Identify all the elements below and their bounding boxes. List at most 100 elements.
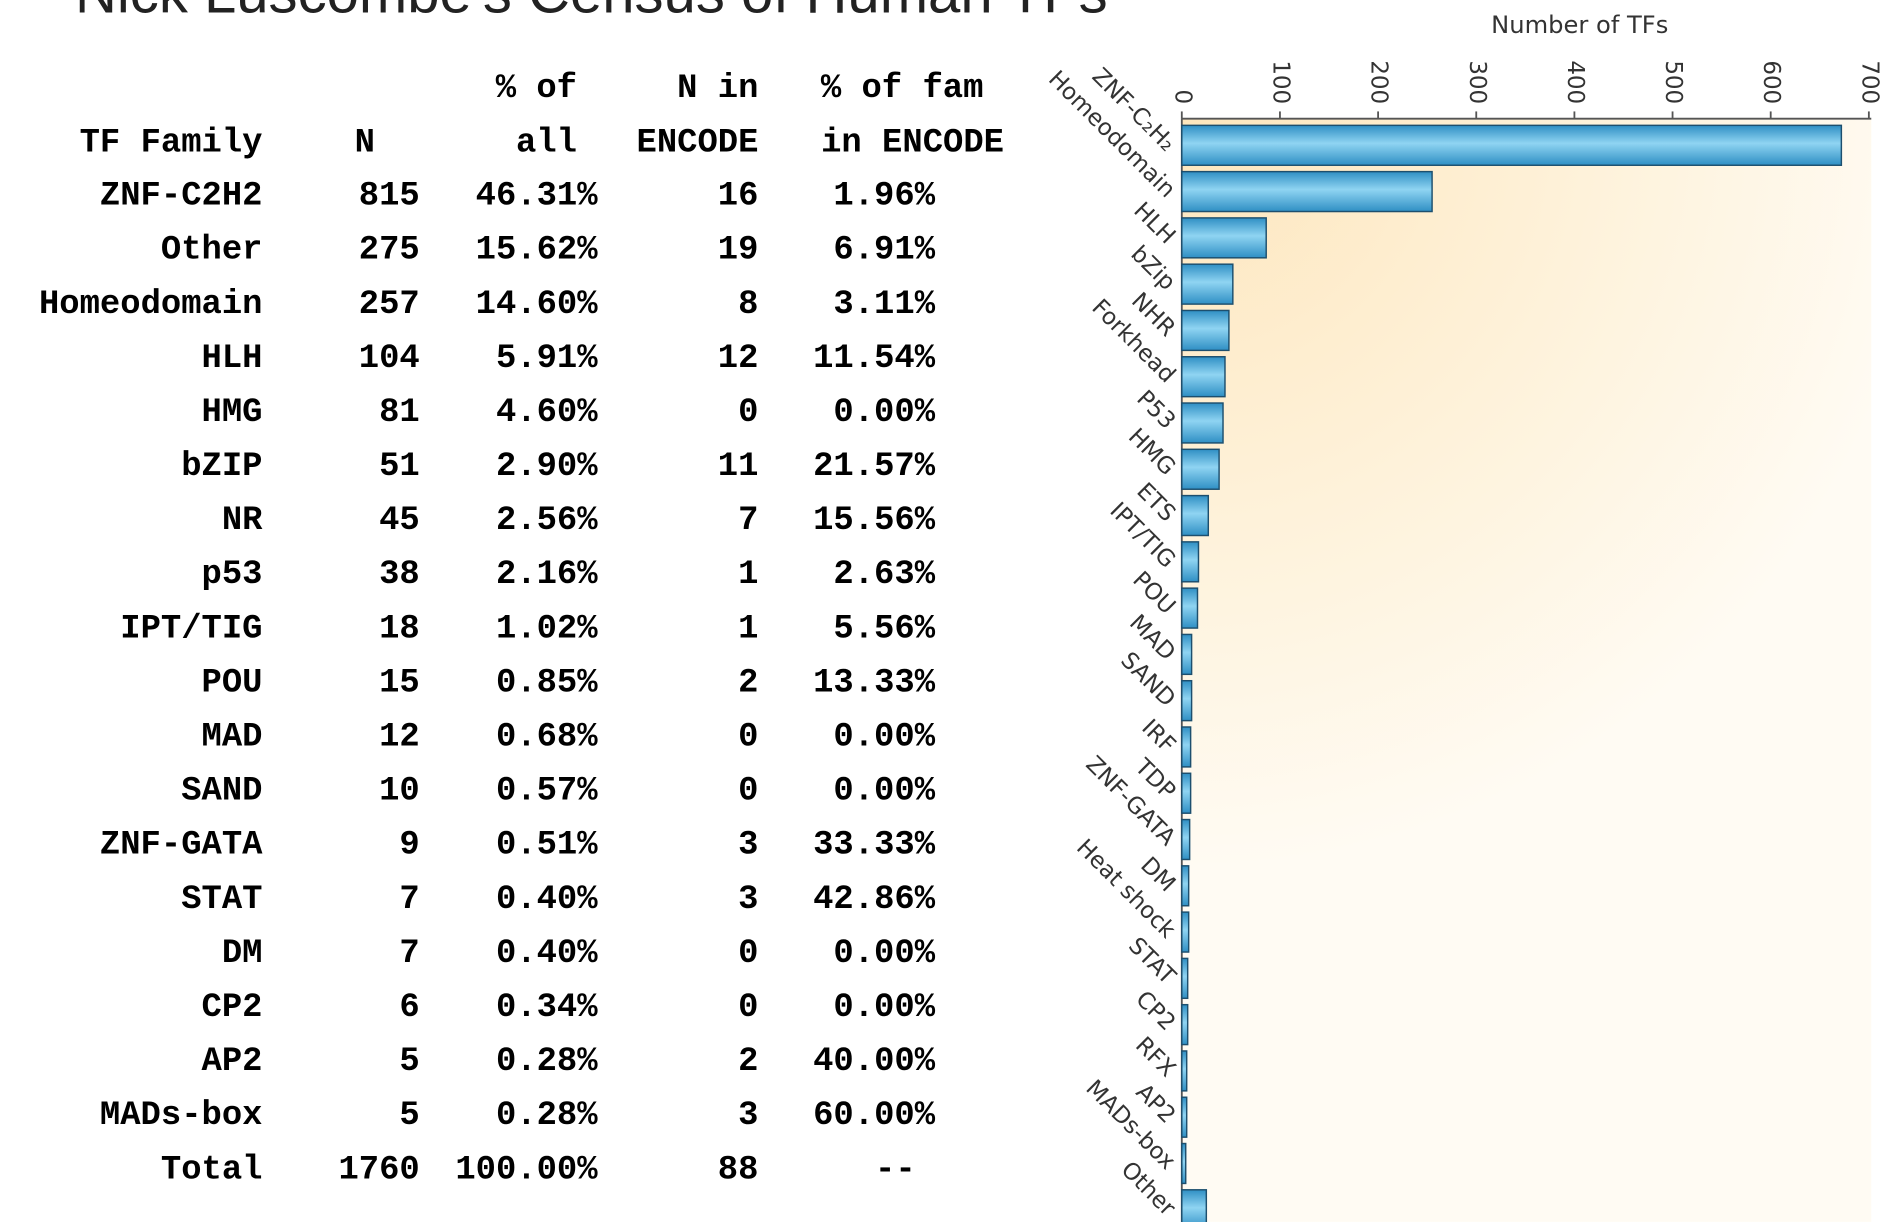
table-cell: 5.91% — [496, 340, 598, 378]
table-cell: 1 — [738, 610, 758, 648]
table-cell: 3 — [738, 827, 758, 865]
table-cell: 15 — [379, 664, 420, 702]
bar — [1181, 587, 1199, 629]
table-cell: IPT/TIG — [120, 610, 262, 648]
table-header: ENCODE — [637, 124, 759, 162]
table-cell: 60.00% — [813, 1097, 936, 1135]
table-cell: 4.60% — [496, 394, 598, 432]
table-cell: 0.34% — [496, 989, 598, 1027]
table-cell: 0 — [738, 989, 758, 1027]
table-cell: 6 — [399, 989, 419, 1027]
category-label: HLH — [1128, 197, 1180, 249]
table-cell: 11.54% — [813, 340, 936, 378]
table-cell: Other — [161, 232, 263, 270]
bar — [1181, 726, 1192, 768]
table-cell: 13.33% — [813, 664, 936, 702]
table-cell: 815 — [359, 178, 420, 216]
table-cell: 6.91% — [833, 232, 935, 270]
x-tick-label: 700 — [1856, 60, 1882, 104]
table-cell: 1 — [738, 556, 758, 594]
table-cell: 42.86% — [813, 881, 936, 919]
table-header: % of — [496, 70, 577, 108]
table-cell: 7 — [738, 502, 758, 540]
x-tick-label: 400 — [1562, 60, 1588, 104]
table-cell: MAD — [202, 719, 263, 757]
category-label: POU — [1127, 567, 1180, 620]
table-cell: 16 — [718, 178, 759, 216]
table-cell: 12 — [379, 719, 420, 757]
table-cell: POU — [202, 664, 263, 702]
table-cell: 81 — [379, 394, 420, 432]
table-cell: 21.57% — [813, 448, 936, 486]
category-label: STAT — [1123, 933, 1181, 991]
bar — [1181, 1096, 1188, 1138]
table-header: N — [355, 124, 375, 162]
x-tick-label: 100 — [1267, 60, 1293, 104]
table-cell: 2.16% — [496, 556, 598, 594]
category-label: HMG — [1123, 424, 1180, 481]
table-cell: 5.56% — [833, 610, 935, 648]
table-cell: 2 — [738, 1043, 758, 1081]
table-cell: 11 — [718, 448, 759, 486]
table-cell: 0.28% — [496, 1043, 598, 1081]
table-cell: STAT — [181, 881, 262, 919]
table-cell: 14.60% — [476, 286, 599, 324]
bar — [1181, 356, 1226, 398]
bar — [1181, 402, 1224, 444]
table-cell: p53 — [202, 556, 263, 594]
category-label: CP2 — [1130, 986, 1180, 1036]
table-cell: 51 — [379, 448, 420, 486]
table-cell: 12 — [718, 340, 759, 378]
bar — [1181, 541, 1200, 583]
table-cell: 15.62% — [476, 232, 599, 270]
x-axis-label: Number of TFs — [1491, 11, 1668, 39]
bar — [1181, 124, 1843, 166]
table-cell: NR — [222, 502, 263, 540]
bar — [1181, 957, 1189, 1000]
bar — [1181, 679, 1193, 722]
table-cell: 8 — [738, 286, 758, 324]
bar — [1181, 633, 1193, 676]
table-cell: -- — [875, 1151, 916, 1189]
table-cell: 3 — [738, 881, 758, 919]
table-cell: 33.33% — [813, 827, 936, 865]
table-header: % of fam — [821, 70, 984, 108]
bar — [1181, 309, 1230, 352]
table-cell: 3 — [738, 1097, 758, 1135]
table-cell: 1.96% — [833, 178, 935, 216]
table-cell: 46.31% — [476, 178, 599, 216]
table-cell: 0 — [738, 773, 758, 811]
x-tick-label: 0 — [1169, 90, 1195, 105]
table-cell: 0 — [738, 394, 758, 432]
bar — [1181, 911, 1190, 953]
category-label: RFX — [1130, 1032, 1180, 1082]
table-cell: 100.00% — [455, 1151, 598, 1189]
table-cell: 0.00% — [833, 773, 935, 811]
table-cell: ZNF-C2H2 — [100, 178, 263, 216]
table-cell: SAND — [181, 773, 262, 811]
category-label: ZNF-GATA — [1081, 751, 1181, 851]
table-cell: 0.51% — [496, 827, 598, 865]
table-cell: DM — [222, 935, 263, 973]
table-cell: ZNF-GATA — [100, 827, 263, 865]
table-cell: 5 — [399, 1097, 419, 1135]
table-cell: 1.02% — [496, 610, 598, 648]
table-cell: 0.28% — [496, 1097, 598, 1135]
table-cell: AP2 — [202, 1043, 263, 1081]
table-cell: 7 — [399, 935, 419, 973]
table-cell: 7 — [399, 881, 419, 919]
bar — [1181, 1189, 1208, 1222]
table-cell: 10 — [379, 773, 420, 811]
table-cell: 0.00% — [833, 989, 935, 1027]
bar — [1181, 772, 1192, 814]
table-header: in ENCODE — [821, 124, 1004, 162]
table-header: all — [516, 124, 577, 162]
table-cell: 0.85% — [496, 664, 598, 702]
title: Nick Luscombe's Census of Human TFs — [75, 0, 1108, 25]
table-cell: Homeodomain — [39, 286, 263, 324]
bar — [1181, 263, 1234, 305]
bar — [1181, 1003, 1189, 1046]
table-cell: 0.00% — [833, 394, 935, 432]
table-cell: 2.56% — [496, 502, 598, 540]
table-cell: 40.00% — [813, 1043, 936, 1081]
